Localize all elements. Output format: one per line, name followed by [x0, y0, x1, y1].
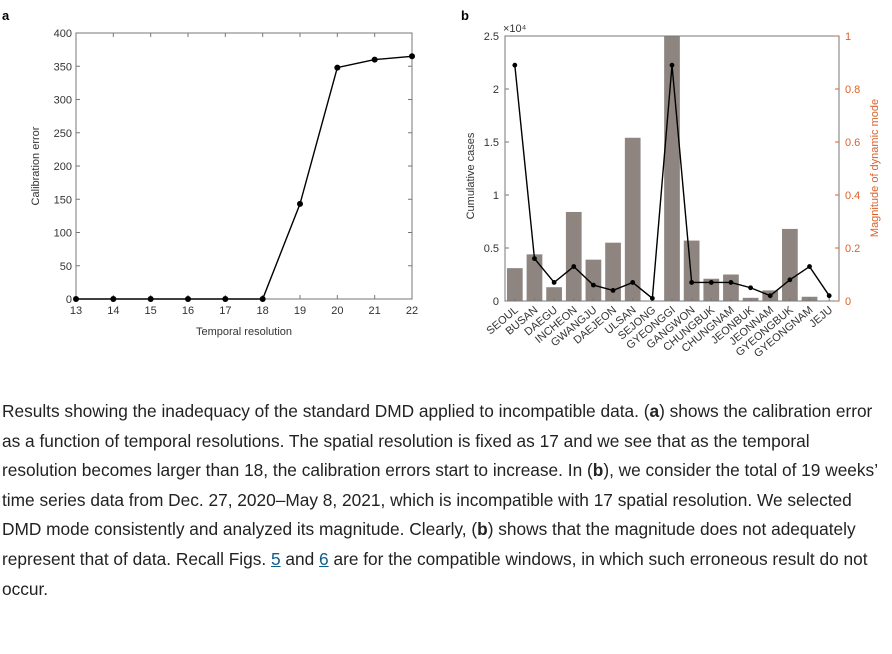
- caption-bold: a: [649, 401, 660, 421]
- calibration-error-point: [259, 296, 266, 302]
- panel-b-ytick-label: 1.5: [484, 137, 499, 149]
- panel-a-ylabel: Calibration error: [30, 126, 42, 205]
- magnitude-point: [728, 280, 734, 285]
- cases-bar: [546, 287, 562, 301]
- panel-a-xtick-label: 15: [145, 305, 157, 317]
- panel-a-xlabel: Temporal resolution: [196, 326, 292, 338]
- caption-bold: b: [592, 460, 604, 481]
- panel-b-xtick-label: JEJU: [807, 304, 835, 330]
- caption-text: and: [280, 548, 320, 569]
- caption-text: ) shows that the magnitude does not adeq…: [2, 519, 856, 569]
- panel-a-ytick-label: 200: [54, 161, 72, 173]
- panel-b-y2tick-label: 0: [845, 296, 851, 308]
- panel-b-y2label: Magnitude of dynamic mode: [869, 99, 881, 237]
- panel-b-ytick-label: 2: [493, 84, 499, 96]
- panel-a-xtick-label: 22: [406, 305, 418, 317]
- panel-a-xtick-label: 14: [107, 305, 119, 317]
- panel-b-y-multiplier: ×10⁴: [503, 23, 527, 35]
- panel-a-ytick-label: 400: [54, 28, 72, 40]
- panel-b-ytick-label: 1: [493, 190, 499, 202]
- magnitude-point: [512, 62, 518, 68]
- magnitude-point: [532, 256, 537, 261]
- panel-a-ytick-label: 300: [54, 95, 72, 107]
- panel-a-ytick-label: 0: [66, 294, 72, 306]
- panel-a-ytick-label: 50: [60, 261, 72, 273]
- cases-bar: [683, 240, 700, 301]
- calibration-error-line: [76, 55, 413, 300]
- cases-bar: [703, 278, 720, 301]
- magnitude-point: [571, 264, 577, 269]
- magnitude-point: [689, 280, 695, 285]
- panel-b-y2tick-label: 0.4: [845, 190, 860, 202]
- magnitude-point: [551, 280, 557, 285]
- panel-a-xtick-label: 20: [331, 305, 343, 317]
- panel-a-frame: [75, 32, 413, 300]
- panel-a-ytick-label: 350: [54, 61, 72, 73]
- panel-b-label: b: [461, 8, 469, 23]
- caption-text: are for the compatible windows, in which…: [2, 548, 868, 599]
- panel-a-ytick-label: 150: [54, 194, 72, 206]
- calibration-error-point: [73, 296, 79, 302]
- magnitude-point: [826, 293, 832, 299]
- caption-text: Results showing the inadequacy of the st…: [2, 401, 650, 421]
- calibration-error-point: [222, 296, 229, 302]
- panel-b-ylabel: Cumulative cases: [465, 132, 477, 219]
- magnitude-point: [610, 288, 616, 293]
- panel-a-xtick-label: 19: [294, 305, 306, 317]
- panel-a-xtick-label: 16: [182, 305, 194, 317]
- cases-bar: [565, 211, 582, 301]
- magnitude-point: [591, 282, 596, 288]
- cases-bar: [624, 137, 641, 301]
- panel-a-xtick-label: 21: [369, 305, 381, 317]
- cases-bar: [723, 274, 739, 301]
- calibration-error-chart: 0 50 100 150 200 250 300 350 400 13 14 15 16 17 18 19 2…: [30, 28, 418, 338]
- cumulative-cases-chart: 00.511.522.5 00.20.40.60.81 SEOULBUSANDA…: [465, 23, 881, 360]
- magnitude-point: [630, 280, 636, 285]
- panel-b-y2tick-label: 0.2: [845, 243, 860, 255]
- cases-bar: [506, 268, 523, 301]
- magnitude-point: [669, 62, 675, 68]
- caption-bold: b: [477, 519, 488, 540]
- magnitude-point: [649, 295, 655, 301]
- cases-bar: [782, 228, 798, 301]
- calibration-error-point: [334, 64, 341, 71]
- panel-b-ytick-label: 0: [493, 296, 499, 308]
- magnitude-point: [748, 285, 753, 291]
- panel-b-y2tick-label: 0.6: [845, 137, 860, 149]
- figure-5-link[interactable]: 5: [270, 548, 281, 569]
- magnitude-point: [767, 293, 773, 299]
- panel-a-label: a: [2, 8, 10, 23]
- caption-text: ), we consider the total of 19 weeks’ ti…: [2, 460, 878, 540]
- panel-a-xtick-label: 17: [219, 305, 231, 317]
- panel-a-ytick-label: 250: [54, 128, 72, 140]
- calibration-error-point: [185, 296, 191, 302]
- panel-b-ytick-label: 2.5: [484, 31, 499, 43]
- magnitude-point: [708, 280, 714, 285]
- cases-bar: [605, 242, 621, 301]
- calibration-error-point: [297, 200, 303, 207]
- cases-bar: [526, 254, 543, 301]
- caption-text: ) shows the calibration error as a funct…: [2, 401, 873, 481]
- panel-b-y2tick-label: 1: [845, 31, 851, 43]
- panel-a-xtick-label: 13: [70, 305, 82, 317]
- panel-b-y2tick-label: 0.8: [845, 84, 860, 96]
- magnitude-point: [807, 264, 812, 269]
- cases-bar: [585, 259, 602, 301]
- panel-a-ytick-label: 100: [54, 228, 72, 240]
- figure-6-link[interactable]: 6: [319, 548, 329, 569]
- panel-a-xtick-label: 18: [257, 305, 269, 317]
- calibration-error-point: [371, 56, 378, 63]
- figure-caption: Results showing the inadequacy of the st…: [2, 397, 886, 604]
- calibration-error-point: [409, 53, 415, 60]
- panel-b-ytick-label: 0.5: [484, 243, 499, 255]
- cases-bar: [664, 36, 680, 301]
- calibration-error-point: [110, 296, 117, 302]
- magnitude-point: [787, 277, 793, 283]
- calibration-error-point: [147, 296, 154, 302]
